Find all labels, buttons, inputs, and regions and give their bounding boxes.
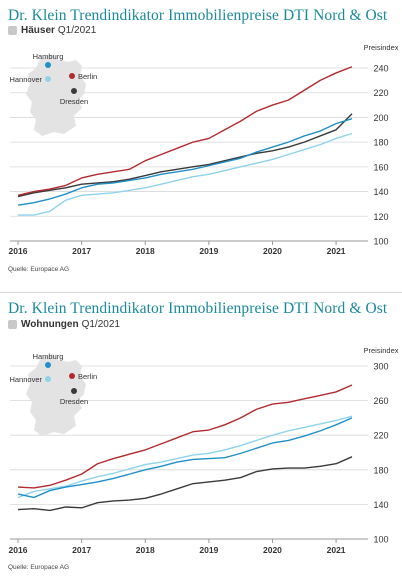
chart-panel-houses: Dr. Klein Trendindikator Immobilienpreis…: [8, 7, 399, 273]
house-icon: [8, 26, 17, 35]
series-line-dresden: [17, 456, 353, 512]
y-tick-label: 140: [373, 187, 388, 197]
series-line-hannover: [18, 132, 353, 216]
x-tick-label: 2021: [327, 545, 346, 555]
y-tick-label: 180: [373, 465, 388, 475]
subtitle-period: Q1/2021: [81, 319, 120, 330]
city-label-hannover: Hannover: [9, 375, 42, 384]
x-tick-label: 2017: [72, 246, 91, 256]
x-tick-label: 2020: [263, 545, 282, 555]
y-tick-label: 140: [373, 500, 388, 510]
y-axis-title: Preisindex: [363, 43, 398, 52]
series-line-hamburg: [17, 117, 353, 206]
chart-panel-apartments: Dr. Klein Trendindikator Immobilienpreis…: [0, 292, 402, 582]
y-tick-label: 160: [373, 162, 388, 172]
y-tick-label: 300: [373, 362, 388, 372]
y-tick-label: 100: [373, 237, 388, 247]
city-marker-hannover: [45, 76, 51, 82]
y-tick-label: 200: [373, 113, 388, 123]
x-tick-label: 2020: [263, 246, 282, 256]
source-note: Quelle: Europace AG: [8, 266, 70, 273]
panel-divider: [0, 292, 402, 293]
city-marker-berlin: [69, 373, 75, 379]
chart-title: Dr. Klein Trendindikator Immobilienpreis…: [8, 7, 388, 24]
x-tick-label: 2021: [327, 246, 346, 256]
line-chart-houses: 100 120 140 160 180 200 220 240 Preisindex 2016 20…: [9, 43, 399, 256]
city-marker-dresden: [71, 388, 77, 394]
line-chart-apartments: 100 140 180 220 260 300 Preisindex 2016 2017 2018…: [9, 346, 399, 555]
city-label-hamburg: Hamburg: [33, 352, 64, 361]
x-tick-label: 2018: [136, 246, 155, 256]
city-label-dresden: Dresden: [60, 97, 88, 106]
apartment-icon: [8, 320, 17, 329]
city-label-hamburg: Hamburg: [33, 52, 64, 61]
y-tick-label: 100: [373, 535, 388, 545]
city-label-berlin: Berlin: [78, 372, 97, 381]
subtitle-period: Q1/2021: [57, 25, 97, 36]
city-marker-hamburg: [45, 362, 51, 368]
city-marker-dresden: [71, 88, 77, 94]
series-line-hannover: [17, 415, 353, 499]
x-tick-label: 2017: [72, 545, 91, 555]
city-label-hannover: Hannover: [9, 75, 42, 84]
series-line-berlin: [17, 384, 353, 489]
city-marker-hamburg: [45, 62, 51, 68]
city-label-berlin: Berlin: [78, 72, 97, 81]
x-tick-label: 2019: [199, 545, 218, 555]
x-tick-label: 2016: [9, 246, 28, 256]
series-line-berlin: [17, 66, 353, 196]
y-tick-label: 120: [373, 212, 388, 222]
x-tick-label: 2018: [136, 545, 155, 555]
x-tick-label: 2019: [199, 246, 218, 256]
series-line-dresden: [17, 113, 353, 198]
y-tick-label: 220: [373, 88, 388, 98]
city-marker-berlin: [69, 73, 75, 79]
y-tick-label: 220: [373, 431, 388, 441]
x-tick-label: 2016: [9, 545, 28, 555]
y-tick-label: 180: [373, 138, 388, 148]
subtitle-bold: Wohnungen: [21, 319, 79, 330]
chart-title: Dr. Klein Trendindikator Immobilienpreis…: [8, 300, 388, 317]
y-tick-label: 260: [373, 396, 388, 406]
y-tick-label: 240: [373, 64, 388, 74]
city-label-dresden: Dresden: [60, 397, 88, 406]
subtitle-bold: Häuser: [21, 25, 55, 36]
source-note: Quelle: Europace AG: [8, 564, 70, 571]
chart-subtitle: Wohnungen Q1/2021: [8, 319, 120, 330]
series-line-hamburg: [17, 417, 353, 499]
y-axis-title: Preisindex: [363, 346, 398, 355]
germany-map-icon: [26, 54, 86, 136]
city-marker-hannover: [45, 376, 51, 382]
chart-subtitle: Häuser Q1/2021: [8, 25, 96, 36]
